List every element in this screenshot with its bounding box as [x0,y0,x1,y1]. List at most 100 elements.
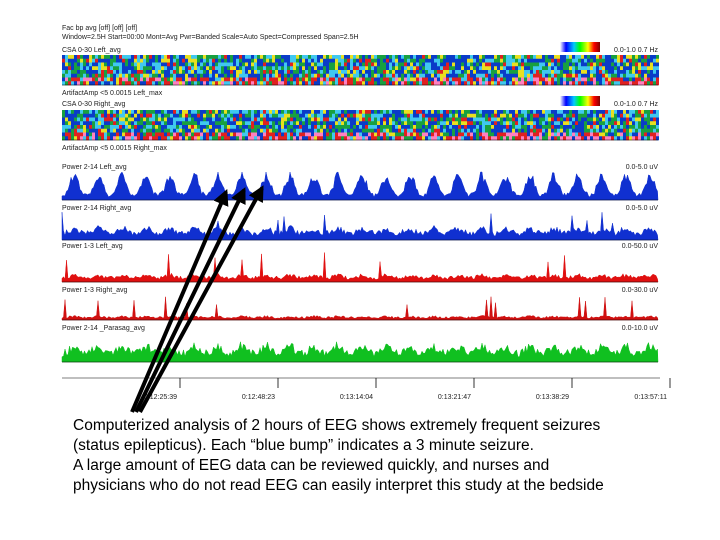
spectrogram-cell [341,62,344,67]
spectrogram-cell [146,55,149,60]
spectrogram-cell [464,121,467,126]
spectrogram-cell [500,132,503,137]
spectrogram-cell [344,113,347,118]
spectrogram-cell [503,110,506,115]
spectrogram-cell [317,62,320,67]
spectrogram-cell [182,70,185,75]
spectrogram-cell [524,128,527,133]
spectrogram-cell [647,110,650,115]
spectrogram-cell [182,136,185,141]
spectrogram-cell [518,73,521,78]
spectrogram-cell [587,62,590,67]
spectrogram-cell [179,62,182,67]
spectrogram-cell [167,110,170,115]
spectrogram-cell [251,125,254,130]
spectrogram-cell [386,125,389,130]
spectrogram-cell [269,70,272,75]
spectrogram-cell [605,73,608,78]
spectrogram-cell [347,128,350,133]
spectrogram-cell [344,125,347,130]
spectrogram-cell [137,66,140,71]
spectrogram-cell [221,58,224,63]
spectrogram-cell [140,58,143,63]
spectrogram-cell [236,117,239,122]
spectrogram-cell [506,55,509,60]
spectrogram-cell [503,121,506,126]
spectrogram-cell [596,77,599,82]
spectrogram-cell [536,81,539,86]
spectrogram-cell [119,113,122,118]
spectrogram-cell [551,70,554,75]
spectrogram-cell [578,117,581,122]
spectrogram-cell [212,121,215,126]
spectrogram-cell [353,58,356,63]
spectrogram-cell [374,81,377,86]
spectrogram-cell [536,125,539,130]
spectrogram-cell [380,66,383,71]
spectrogram-cell [221,77,224,82]
spectrogram-cell [119,136,122,141]
spectrogram-cell [440,110,443,115]
spectrogram-cell [449,128,452,133]
spectrogram-cell [461,121,464,126]
spectrogram-cell [404,136,407,141]
spectrogram-cell [587,136,590,141]
spectrogram-cell [194,73,197,78]
spectrogram-cell [221,110,224,115]
spectrogram-cell [260,125,263,130]
spectrogram-cell [119,128,122,133]
spectrogram-cell [341,70,344,75]
spectrogram-cell [410,62,413,67]
spectrogram-cell [329,81,332,86]
spectrogram-cell [512,110,515,115]
spectrogram-cell [314,113,317,118]
spectrogram-cell [335,132,338,137]
spectrogram-cell [332,70,335,75]
spectrogram-cell [632,66,635,71]
spectrogram-cell [377,55,380,60]
spectrogram-cell [233,81,236,86]
spectrogram-cell [602,77,605,82]
spectrogram-cell [242,132,245,137]
spectrogram-cell [404,113,407,118]
spectrogram-cell [98,55,101,60]
spectrogram-cell [218,121,221,126]
spectrogram-cell [428,128,431,133]
spectrogram-cell [224,136,227,141]
spectrogram-cell [461,125,464,130]
spectrogram-cell [320,128,323,133]
spectrogram-cell [89,132,92,137]
spectrogram-cell [575,70,578,75]
spectrogram-cell [89,73,92,78]
spectrogram-cell [143,70,146,75]
spectrogram-cell [314,70,317,75]
eeg-panel: Fac bp avg [off] [off] [off] Window=2.5H… [61,25,671,413]
spectrogram-cell [128,132,131,137]
spectrogram-cell [146,132,149,137]
spectrogram-cell [563,110,566,115]
spectrogram-cell [617,77,620,82]
spectrogram-cell [425,125,428,130]
spectrogram-cell [647,113,650,118]
spectrogram-cell [155,110,158,115]
spectrogram-cell [134,70,137,75]
spectrogram-cell [359,113,362,118]
spectrogram-cell [116,117,119,122]
spectrogram-cell [233,70,236,75]
spectrogram-cell [527,77,530,82]
spectrogram-cell [371,73,374,78]
spectrogram-cell [491,121,494,126]
spectrogram-cell [512,128,515,133]
spectrogram-cell [77,110,80,115]
spectrogram-cell [608,77,611,82]
spectrogram-cell [263,77,266,82]
spectrogram-cell [188,132,191,137]
spectrogram-cell [218,73,221,78]
spectrogram-cell [272,66,275,71]
spectrogram-cell [245,66,248,71]
spectrogram-cell [194,81,197,86]
spectrogram-cell [203,132,206,137]
spectrogram-cell [530,58,533,63]
spectrogram-cell [335,121,338,126]
spectrogram-cell [293,125,296,130]
